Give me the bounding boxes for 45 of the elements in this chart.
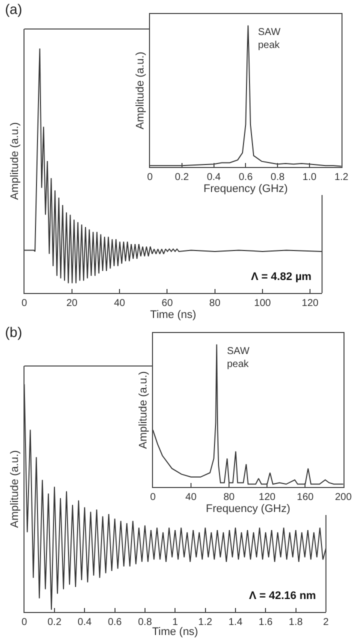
x-tick-label: 40 <box>114 298 126 309</box>
annotation: Λ = 4.82 µm <box>251 271 312 283</box>
x-axis-title: Time (ns) <box>152 626 198 638</box>
x-tick-label: 160 <box>296 492 314 503</box>
x-tick-label: 1.0 <box>302 172 317 183</box>
x-tick-label: 0 <box>21 617 28 628</box>
x-tick-label: 0.6 <box>238 172 254 183</box>
x-axis-title: Frequency (GHz) <box>204 183 288 196</box>
x-tick-label: 0 <box>21 298 28 309</box>
chart-title: (a) <box>5 1 22 17</box>
x-tick-label: 1.2 <box>334 172 349 183</box>
x-tick-label: 0.4 <box>78 617 92 628</box>
x-tick-label: 80 <box>209 298 221 309</box>
x-tick-label: 200 <box>334 492 352 503</box>
x-tick-label: 2 <box>323 617 330 628</box>
chart-title: (b) <box>5 324 22 340</box>
x-tick-label: 0.8 <box>270 172 285 183</box>
x-tick-label: 1.2 <box>198 617 213 628</box>
x-tick-label: 1.8 <box>288 617 304 628</box>
x-tick-label: 20 <box>66 298 78 309</box>
x-tick-label: 80 <box>223 492 236 503</box>
x-tick-label: 0.2 <box>47 617 62 628</box>
x-axis-title: Frequency (GHz) <box>206 503 290 516</box>
x-tick-label: 100 <box>254 298 272 309</box>
x-tick-label: 1.4 <box>228 617 243 628</box>
x-tick-label: 1 <box>172 617 178 628</box>
x-tick-label: 0.6 <box>108 617 122 628</box>
y-axis-title: Amplitude (a.u.) <box>8 122 21 200</box>
x-tick-label: 0.4 <box>206 172 222 183</box>
annotation: Λ = 42.16 nm <box>249 590 316 602</box>
x-tick-label: 0 <box>150 492 156 503</box>
x-tick-label: 40 <box>185 492 197 503</box>
x-tick-label: 120 <box>258 492 276 503</box>
annotation: SAW peak <box>258 27 281 51</box>
y-axis-title: Amplitude (a.u.) <box>138 371 150 449</box>
x-tick-label: 0.2 <box>174 172 190 183</box>
y-axis-title: Amplitude (a.u.) <box>8 450 21 528</box>
x-tick-label: 60 <box>162 298 174 309</box>
x-tick-label: 0 <box>147 172 154 183</box>
x-tick-label: 0.8 <box>138 617 152 628</box>
y-axis-title: Amplitude (a.u.) <box>134 52 147 130</box>
annotation: SAW peak <box>227 346 250 370</box>
x-tick-label: 120 <box>302 298 319 309</box>
x-axis-title: Time (ns) <box>150 309 196 322</box>
x-tick-label: 1.6 <box>258 617 273 628</box>
